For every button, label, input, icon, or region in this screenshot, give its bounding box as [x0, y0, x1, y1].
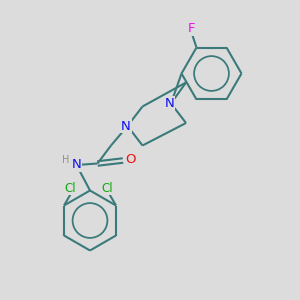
Text: N: N: [165, 97, 174, 110]
Text: O: O: [125, 153, 136, 167]
Text: F: F: [188, 22, 196, 35]
Text: Cl: Cl: [65, 182, 76, 195]
Text: N: N: [121, 119, 131, 133]
Text: H: H: [62, 154, 70, 165]
Text: N: N: [72, 158, 81, 171]
Text: Cl: Cl: [102, 182, 113, 195]
